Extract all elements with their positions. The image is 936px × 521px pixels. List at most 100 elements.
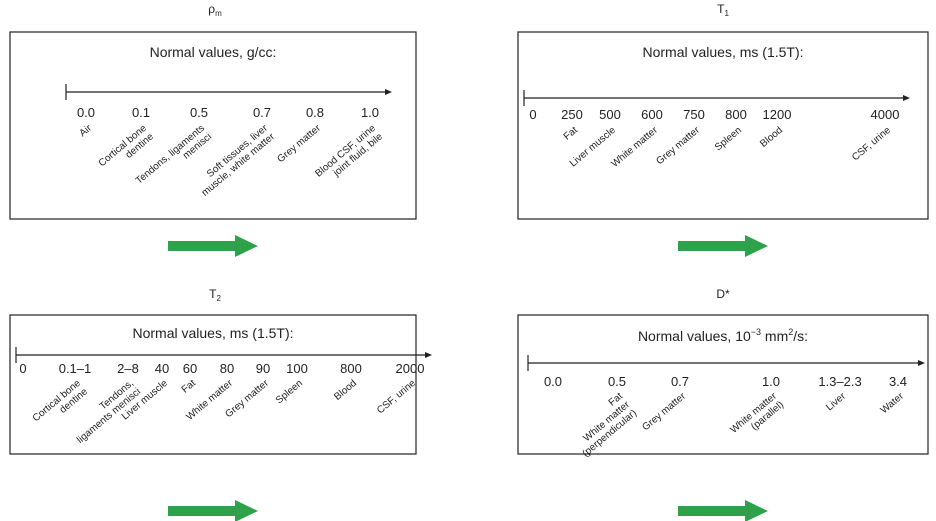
tissue-label: CSF, urine xyxy=(375,378,418,417)
tissue-label: Water xyxy=(879,390,907,416)
tissue-label: Liver xyxy=(824,390,848,413)
tissue-label: White matter xyxy=(609,124,660,169)
green-arrow xyxy=(678,500,768,521)
panel-box xyxy=(517,314,929,455)
tick-value: 0.8 xyxy=(306,105,324,120)
tick-value: 0.0 xyxy=(77,105,95,120)
tick-value: 0.7 xyxy=(253,105,271,120)
tick-value: 1200 xyxy=(763,107,792,122)
tissue-label-line: Blood xyxy=(332,378,359,403)
tick-value: 800 xyxy=(725,107,747,122)
tissue-label: Grey matter xyxy=(275,122,323,165)
tissue-label: CSF, urine xyxy=(850,125,893,164)
title-text: T xyxy=(717,2,725,16)
green-arrow xyxy=(168,500,258,521)
tissue-label-line: Fat xyxy=(562,125,580,143)
tick-value: 2–8 xyxy=(117,361,139,376)
tick-value: 0.5 xyxy=(608,374,626,389)
tissue-label: Spleen xyxy=(713,125,744,153)
tissue-label-line: White matter xyxy=(609,124,660,169)
panel-heading: Normal values, ms (1.5T): xyxy=(642,44,803,60)
tick-value: 750 xyxy=(683,107,705,122)
panel-heading: Normal values, g/cc: xyxy=(150,44,277,60)
heading-text: Normal values, g/cc: xyxy=(150,44,277,60)
tick-value: 1.0 xyxy=(762,374,780,389)
tissue-label-line: Grey matter xyxy=(640,390,688,433)
title-text: D* xyxy=(716,287,730,301)
tissue-label: Fat xyxy=(562,125,580,143)
heading-superscript: 2 xyxy=(788,327,793,337)
tick-value: 3.4 xyxy=(889,374,907,389)
tick-value: 800 xyxy=(340,361,362,376)
panel-title: T1 xyxy=(717,2,729,18)
tissue-label-line: Spleen xyxy=(713,125,744,153)
tick-value: 0.5 xyxy=(190,105,208,120)
tick-value: 250 xyxy=(561,107,583,122)
title-text: T xyxy=(209,287,217,301)
tissue-label-line: CSF, urine xyxy=(375,378,418,417)
tick-value: 80 xyxy=(220,361,234,376)
tissue-label-line: Water xyxy=(879,390,907,416)
tick-value: 2000 xyxy=(396,361,425,376)
tissue-label-line: Spleen xyxy=(274,378,305,406)
tissue-label-line: Blood xyxy=(758,125,785,150)
axis-arrowhead xyxy=(425,352,432,358)
tissue-label: Spleen xyxy=(274,378,305,406)
tissue-label: Air xyxy=(77,122,94,139)
title-text: ρ xyxy=(208,2,215,16)
tick-value: 40 xyxy=(155,361,169,376)
tissue-label: Blood xyxy=(758,125,785,150)
tick-value: 0.1 xyxy=(132,105,150,120)
title-subscript: m xyxy=(215,9,222,18)
tissue-label: Blood xyxy=(332,378,359,403)
panel-heading: Normal values, 10−3 mm2/s: xyxy=(638,327,808,344)
tissue-label: Grey matter xyxy=(640,390,688,433)
tissue-label: FatWhite matter(perpendicular) xyxy=(566,390,639,459)
tick-value: 0 xyxy=(19,361,26,376)
heading-text: /s: xyxy=(793,328,808,344)
title-subscript: 1 xyxy=(724,9,729,18)
heading-text: Normal values, 10 xyxy=(638,328,751,344)
axis-arrowhead xyxy=(918,360,925,366)
title-subscript: 2 xyxy=(216,294,221,303)
panel-title: ρm xyxy=(208,2,222,18)
panel-box xyxy=(9,31,417,220)
tick-value: 1.0 xyxy=(361,105,379,120)
green-arrow xyxy=(678,235,768,257)
tick-value: 500 xyxy=(599,107,621,122)
tissue-label: Blood CSF, urinejoint fluid, bile xyxy=(313,123,385,188)
panel-heading: Normal values, ms (1.5T): xyxy=(132,325,293,341)
tick-value: 100 xyxy=(286,361,308,376)
panel: D* Normal values, 10−3 mm2/s: 0.0 0.5FatWhi… xyxy=(517,287,929,521)
tick-value: 0.7 xyxy=(671,374,689,389)
tick-value: 0.1–1 xyxy=(59,361,92,376)
heading-text: Normal values, ms (1.5T): xyxy=(642,44,803,60)
tissue-label-line: Grey matter xyxy=(275,122,323,165)
tissue-label: Cortical bonedentine xyxy=(31,378,91,433)
tissue-label-line: Air xyxy=(77,122,94,139)
tick-value: 4000 xyxy=(871,107,900,122)
tissue-label-line: CSF, urine xyxy=(850,125,893,164)
tick-value: 0.0 xyxy=(544,374,562,389)
tissue-label: Grey matter xyxy=(654,124,702,167)
tick-value: 1.3–2.3 xyxy=(818,374,861,389)
heading-text: mm xyxy=(761,328,788,344)
axis-arrowhead xyxy=(903,95,910,101)
tissue-label-line: Liver xyxy=(824,390,848,413)
axis-arrowhead xyxy=(385,89,392,95)
panel-title: T2 xyxy=(209,287,221,303)
green-arrow xyxy=(168,235,258,257)
tissue-label: White matter(parallel) xyxy=(728,390,786,444)
tick-value: 60 xyxy=(183,361,197,376)
panel-box xyxy=(9,314,417,455)
panel-title: D* xyxy=(716,287,730,301)
tissue-label-line: Grey matter xyxy=(654,124,702,167)
tick-value: 600 xyxy=(641,107,663,122)
panel-box xyxy=(517,31,929,220)
tissue-label-line: Fat xyxy=(180,378,198,396)
tick-value: 90 xyxy=(256,361,270,376)
tick-value: 0 xyxy=(529,107,536,122)
